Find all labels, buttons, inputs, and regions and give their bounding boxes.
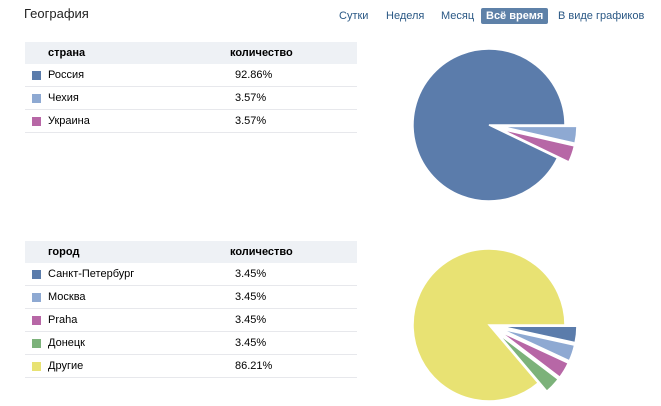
legend-swatch — [32, 339, 41, 348]
row-value: 3.57% — [235, 92, 267, 104]
table-row: Донецк 3.45% — [25, 332, 357, 355]
row-name: Praha — [48, 314, 78, 326]
period-switcher: Сутки Неделя Месяц Всё время В виде граф… — [0, 8, 661, 26]
legend-swatch — [32, 117, 41, 126]
period-month[interactable]: Месяц — [441, 10, 475, 22]
row-value: 3.45% — [235, 314, 267, 326]
country-table: страна количество Россия 92.86% Чехия 3.… — [25, 42, 357, 133]
pie-slice-praha — [498, 330, 570, 379]
legend-swatch — [32, 71, 41, 80]
pie-slice-донецк — [497, 332, 560, 393]
row-name: Другие — [48, 360, 84, 372]
row-value: 3.45% — [235, 291, 267, 303]
country-pie-chart — [412, 48, 578, 202]
page-title: География — [24, 6, 89, 21]
column-header-country[interactable]: страна — [48, 47, 86, 59]
row-name: Донецк — [48, 337, 85, 349]
row-value: 3.45% — [235, 268, 267, 280]
row-value: 86.21% — [235, 360, 273, 372]
pie-slice-москва — [500, 328, 576, 362]
legend-swatch — [32, 316, 41, 325]
column-header-city[interactable]: город — [48, 246, 80, 258]
table-row: Санкт-Петербург 3.45% — [25, 263, 357, 286]
row-value: 92.86% — [235, 69, 273, 81]
city-pie-chart — [412, 248, 578, 402]
row-value: 3.57% — [235, 115, 267, 127]
column-header-count[interactable]: количество — [230, 246, 293, 258]
pie-slice-санкт-петербург — [500, 325, 578, 344]
table-row: Россия 92.86% — [25, 64, 357, 87]
table-row: Другие 86.21% — [25, 355, 357, 378]
row-name: Чехия — [48, 92, 79, 104]
table-header: страна количество — [25, 42, 357, 64]
pie-slice-украина — [500, 128, 576, 163]
table-row: Praha 3.45% — [25, 309, 357, 332]
column-header-count[interactable]: количество — [230, 47, 293, 59]
row-name: Россия — [48, 69, 85, 81]
legend-swatch — [32, 362, 41, 371]
period-as-graphs[interactable]: В виде графиков — [558, 10, 645, 22]
row-name: Санкт-Петербург — [48, 268, 135, 280]
table-row: Украина 3.57% — [25, 110, 357, 133]
pie-slice-чехия — [500, 125, 578, 145]
table-row: Москва 3.45% — [25, 286, 357, 309]
table-header: город количество — [25, 241, 357, 263]
row-value: 3.45% — [235, 337, 267, 349]
pie-slice-другие — [412, 248, 566, 402]
row-name: Украина — [48, 115, 90, 127]
period-all-time[interactable]: Всё время — [481, 8, 549, 24]
legend-swatch — [32, 270, 41, 279]
period-day[interactable]: Сутки — [339, 10, 369, 22]
period-week[interactable]: Неделя — [386, 10, 425, 22]
legend-swatch — [32, 293, 41, 302]
pie-slice-россия — [412, 48, 566, 202]
city-table: город количество Санкт-Петербург 3.45% М… — [25, 241, 357, 378]
table-row: Чехия 3.57% — [25, 87, 357, 110]
row-name: Москва — [48, 291, 86, 303]
legend-swatch — [32, 94, 41, 103]
